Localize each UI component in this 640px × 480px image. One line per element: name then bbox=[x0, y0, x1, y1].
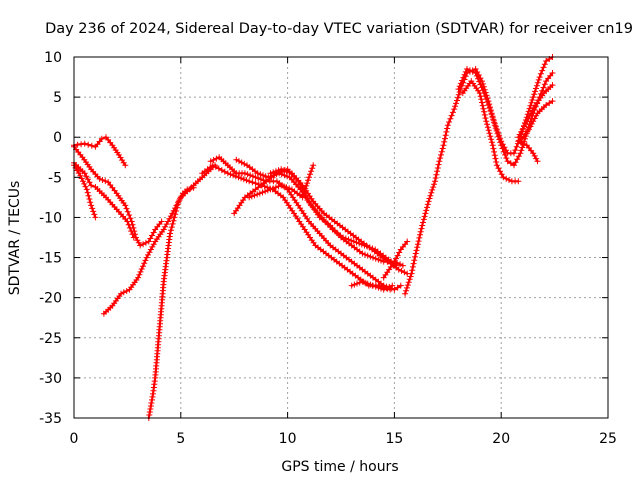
series-sat-k bbox=[267, 166, 411, 277]
x-tick-label: 5 bbox=[176, 431, 185, 447]
series-markers bbox=[267, 166, 411, 277]
series-line bbox=[461, 79, 520, 183]
series-sat-d bbox=[71, 159, 137, 241]
x-tick-label: 0 bbox=[70, 431, 79, 447]
y-tick-label: 0 bbox=[53, 130, 62, 146]
x-tick-label: 10 bbox=[279, 431, 297, 447]
series-markers bbox=[145, 184, 197, 421]
series-markers bbox=[71, 143, 165, 249]
series-sat-g bbox=[207, 154, 404, 293]
series-markers bbox=[71, 134, 129, 169]
plot-frame bbox=[73, 56, 609, 419]
x-tick-label: 25 bbox=[599, 431, 617, 447]
y-axis-label: SDTVAR / TECUs bbox=[7, 181, 23, 296]
series-sat-e bbox=[100, 162, 218, 317]
data-series-layer bbox=[71, 54, 556, 421]
series-sat-b bbox=[71, 143, 165, 249]
series-markers bbox=[348, 278, 396, 293]
chart-title: Day 236 of 2024, Sidereal Day-to-day VTE… bbox=[45, 21, 633, 37]
series-sat-l bbox=[246, 162, 317, 201]
x-axis-label: GPS time / hours bbox=[281, 459, 398, 475]
y-tick-label: -25 bbox=[39, 331, 62, 347]
y-tick-label: -30 bbox=[39, 371, 62, 387]
series-markers bbox=[246, 162, 317, 201]
x-tick-label: 15 bbox=[385, 431, 403, 447]
axis-ticks: 0 5 10 15 20 25 10 5 0 -5 -10 -15 -20 -25 -30 -35 bbox=[39, 50, 617, 447]
series-sat-f bbox=[145, 184, 197, 421]
series-sat-a bbox=[71, 134, 129, 169]
series-sat-p bbox=[455, 54, 556, 157]
y-tick-label: 10 bbox=[44, 50, 62, 66]
series-markers bbox=[380, 238, 411, 281]
series-markers bbox=[207, 154, 404, 293]
series-markers bbox=[515, 82, 556, 141]
series-markers bbox=[459, 78, 522, 185]
y-tick-label: -10 bbox=[39, 210, 62, 226]
series-markers bbox=[71, 159, 137, 241]
series-sat-q bbox=[459, 78, 522, 185]
series-markers bbox=[100, 162, 218, 317]
series-sat-t bbox=[515, 138, 541, 165]
series-line bbox=[102, 164, 217, 315]
series-sat-r bbox=[515, 82, 556, 141]
series-line bbox=[72, 136, 127, 167]
x-tick-label: 20 bbox=[492, 431, 510, 447]
y-tick-label: -5 bbox=[48, 170, 62, 186]
series-sat-n bbox=[380, 238, 411, 281]
y-tick-label: -20 bbox=[39, 291, 62, 307]
series-line bbox=[147, 186, 195, 420]
series-markers bbox=[455, 54, 556, 157]
series-markers bbox=[515, 138, 541, 165]
y-tick-label: -35 bbox=[39, 411, 62, 427]
y-tick-label: 5 bbox=[53, 90, 62, 106]
series-sat-m bbox=[348, 278, 396, 293]
series-line bbox=[517, 140, 539, 163]
y-tick-label: -15 bbox=[39, 251, 62, 267]
